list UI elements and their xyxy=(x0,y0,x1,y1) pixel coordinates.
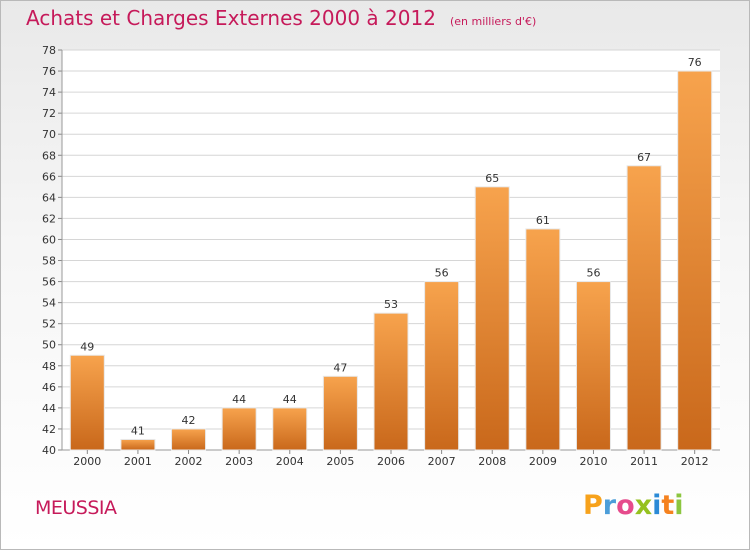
bar xyxy=(171,428,207,451)
bar xyxy=(322,375,358,451)
bar-value-label: 61 xyxy=(536,214,550,227)
x-tick-label: 2002 xyxy=(175,455,203,468)
y-tick-label: 50 xyxy=(42,339,56,352)
bar-value-label: 47 xyxy=(333,361,347,374)
bar xyxy=(373,312,409,451)
y-tick-label: 74 xyxy=(42,86,56,99)
x-tick-label: 2011 xyxy=(630,455,658,468)
y-tick-label: 42 xyxy=(42,423,56,436)
bar-value-label: 56 xyxy=(435,267,449,280)
x-tick-label: 2001 xyxy=(124,455,152,468)
x-tick-label: 2004 xyxy=(276,455,304,468)
x-tick-label: 2007 xyxy=(428,455,456,468)
bar-value-label: 65 xyxy=(485,172,499,185)
y-tick-label: 44 xyxy=(42,402,56,415)
bar xyxy=(677,70,713,451)
proxiti-logo: Proxiti xyxy=(583,490,684,521)
x-tick-label: 2000 xyxy=(73,455,101,468)
bar xyxy=(626,165,662,451)
y-tick-label: 40 xyxy=(42,444,56,457)
x-tick-label: 2008 xyxy=(478,455,506,468)
title-text: Achats et Charges Externes 2000 à 2012 xyxy=(26,6,436,30)
y-tick-label: 72 xyxy=(42,107,56,120)
unit-text: (en milliers d'€) xyxy=(449,15,537,28)
y-tick-label: 56 xyxy=(42,276,56,289)
bar xyxy=(474,186,510,451)
y-tick-label: 62 xyxy=(42,212,56,225)
y-tick-label: 46 xyxy=(42,381,56,394)
x-tick-label: 2005 xyxy=(326,455,354,468)
y-tick-label: 68 xyxy=(42,149,56,162)
bar-value-label: 56 xyxy=(586,267,600,280)
bar-value-label: 41 xyxy=(131,424,145,437)
y-tick-label: 58 xyxy=(42,255,56,268)
y-tick-label: 70 xyxy=(42,128,56,141)
bar-value-label: 49 xyxy=(80,340,94,353)
place-name: MEUSSIA xyxy=(35,497,117,519)
y-tick-label: 54 xyxy=(42,297,56,310)
bar-value-label: 44 xyxy=(283,393,297,406)
bar xyxy=(272,407,308,451)
x-tick-label: 2010 xyxy=(579,455,607,468)
x-tick-label: 2003 xyxy=(225,455,253,468)
x-tick-label: 2012 xyxy=(681,455,709,468)
x-tick-label: 2009 xyxy=(529,455,557,468)
y-tick-label: 76 xyxy=(42,65,56,78)
bar xyxy=(525,228,561,451)
bar-value-label: 42 xyxy=(182,414,196,427)
bar xyxy=(575,281,611,451)
y-tick-label: 52 xyxy=(42,318,56,331)
x-tick-label: 2006 xyxy=(377,455,405,468)
y-tick-label: 48 xyxy=(42,360,56,373)
bar-value-label: 67 xyxy=(637,151,651,164)
chart-title: Achats et Charges Externes 2000 à 2012 (e… xyxy=(26,6,536,30)
bar-value-label: 44 xyxy=(232,393,246,406)
y-tick-label: 60 xyxy=(42,233,56,246)
bar xyxy=(424,281,460,451)
y-tick-label: 78 xyxy=(42,44,56,57)
y-tick-label: 66 xyxy=(42,170,56,183)
bar-value-label: 53 xyxy=(384,298,398,311)
bar xyxy=(120,438,156,451)
bar xyxy=(221,407,257,451)
bar xyxy=(69,354,105,451)
bar-value-label: 76 xyxy=(688,56,702,69)
y-tick-label: 64 xyxy=(42,191,56,204)
